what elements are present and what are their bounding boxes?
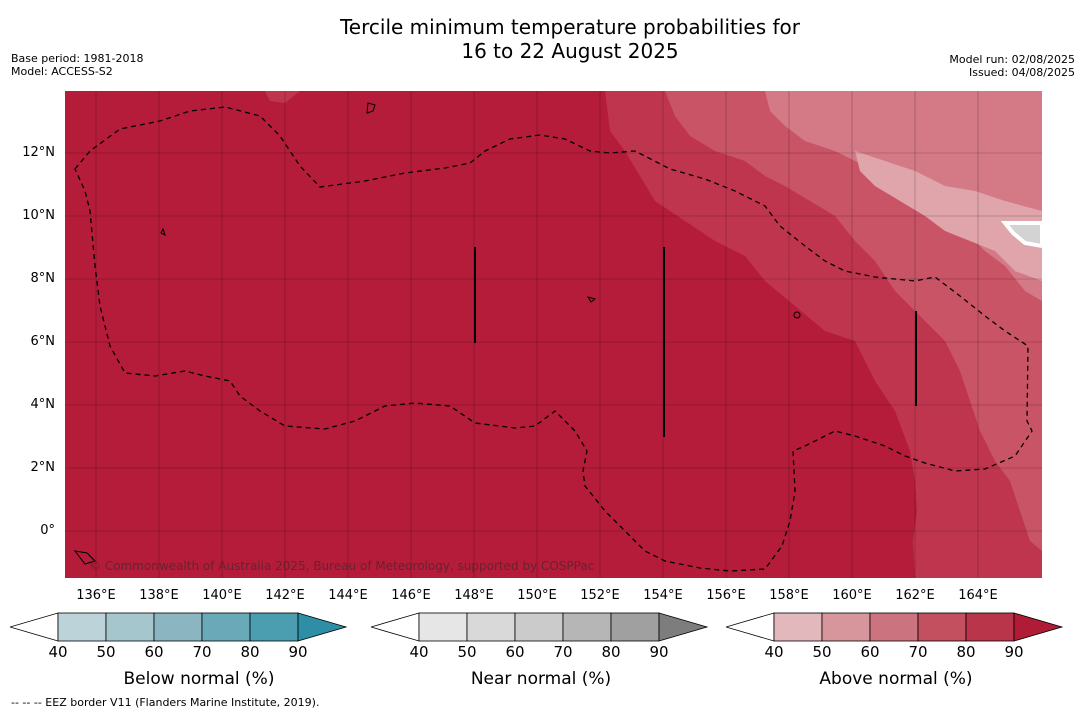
colorbar-tick-label: 60 — [505, 643, 525, 661]
issued-date: Issued: 04/08/2025 — [968, 66, 1075, 79]
colorbar-segment — [773, 612, 823, 642]
colorbar-above-normal — [726, 612, 1064, 642]
colorbar-tick-label: 50 — [812, 643, 832, 661]
eez-border — [74, 106, 1033, 572]
colorbar-segment — [610, 612, 660, 642]
lon-label-150e: 150°E — [517, 588, 557, 603]
lon-label-136e: 136°E — [76, 588, 116, 603]
colorbar-tick-label: 80 — [956, 643, 976, 661]
legend-title-below: Below normal (%) — [123, 669, 275, 689]
probability-map — [65, 91, 1042, 578]
colorbar-tick-label: 90 — [649, 643, 669, 661]
lon-label-140e: 140°E — [202, 588, 242, 603]
lon-label-148e: 148°E — [454, 588, 494, 603]
lon-label-138e: 138°E — [139, 588, 179, 603]
model-info: Base period: 1981-2018 Model: ACCESS-S2 — [11, 52, 143, 78]
region-above-60 — [765, 91, 1042, 301]
colorbar-tick-label: 50 — [457, 643, 477, 661]
colorbar-segment — [466, 612, 516, 642]
model-run: Model run: 02/08/2025 — [949, 53, 1075, 66]
colorbar-tick-label: 70 — [908, 643, 928, 661]
colorbar-high-extend — [658, 612, 709, 642]
graticule — [65, 91, 1042, 578]
colorbar-tick-label: 70 — [192, 643, 212, 661]
colorbar-tick-label: 90 — [1004, 643, 1024, 661]
colorbar-below-normal — [10, 612, 348, 642]
colorbar-tick-label: 60 — [144, 643, 164, 661]
colorbar-tick-label: 50 — [96, 643, 116, 661]
lon-label-152e: 152°E — [580, 588, 620, 603]
colorbar-tick-label: 90 — [288, 643, 308, 661]
lon-label-164e: 164°E — [958, 588, 998, 603]
colorbar-tick-label: 80 — [601, 643, 621, 661]
lon-label-160e: 160°E — [832, 588, 872, 603]
colorbar-low-extend — [371, 612, 420, 642]
lon-label-158e: 158°E — [769, 588, 809, 603]
islands — [73, 102, 917, 565]
colorbar-tick-label: 40 — [48, 643, 68, 661]
title-line-2: 16 to 22 August 2025 — [461, 39, 679, 63]
colorbar-low-extend — [10, 612, 59, 642]
lat-label-8n: 8°N — [30, 271, 56, 286]
region-near-normal — [1000, 221, 1042, 249]
colorbar-tick-label: 70 — [553, 643, 573, 661]
colorbar-segment — [249, 612, 299, 642]
colorbar-segment — [418, 612, 468, 642]
colorbar-segment — [869, 612, 919, 642]
colorbar-tick-label: 40 — [409, 643, 429, 661]
colorbar-near-normal — [371, 612, 709, 642]
colorbar-segment — [562, 612, 612, 642]
lon-label-144e: 144°E — [328, 588, 368, 603]
legend-title-near: Near normal (%) — [470, 669, 612, 689]
colorbar-segment — [514, 612, 564, 642]
lat-label-4n: 4°N — [30, 397, 56, 412]
run-info: Model run: 02/08/2025 Issued: 04/08/2025 — [949, 53, 1075, 79]
colorbar-segment — [821, 612, 871, 642]
colorbar-segment — [57, 612, 107, 642]
colorbar-segment — [917, 612, 967, 642]
lon-label-162e: 162°E — [895, 588, 935, 603]
lon-label-146e: 146°E — [391, 588, 431, 603]
colorbar-tick-label: 60 — [860, 643, 880, 661]
lon-label-142e: 142°E — [265, 588, 305, 603]
colorbar-tick-label: 40 — [764, 643, 784, 661]
lat-label-12n: 12°N — [22, 145, 55, 160]
legend-title-above: Above normal (%) — [819, 669, 973, 689]
lon-label-156e: 156°E — [706, 588, 746, 603]
colorbar-high-extend — [1013, 612, 1064, 642]
copyright-notice: © Commonwealth of Australia 2025, Bureau… — [89, 559, 595, 573]
colorbar-segment — [201, 612, 251, 642]
lat-label-10n: 10°N — [22, 208, 55, 223]
colorbar-segment — [105, 612, 155, 642]
title-line-1: Tercile minimum temperature probabilitie… — [339, 15, 801, 39]
colorbar-segment — [153, 612, 203, 642]
lat-label-6n: 6°N — [30, 334, 56, 349]
eez-footnote: -- -- -- EEZ border V11 (Flanders Marine… — [11, 696, 320, 709]
map-title: Tercile minimum temperature probabilitie… — [220, 15, 920, 63]
lon-label-154e: 154°E — [643, 588, 683, 603]
lat-label-0: 0° — [40, 523, 55, 538]
colorbar-tick-label: 80 — [240, 643, 260, 661]
region-above-50 — [855, 151, 1042, 281]
colorbar-segment — [965, 612, 1015, 642]
base-period: Base period: 1981-2018 — [11, 52, 144, 65]
colorbar-low-extend — [726, 612, 775, 642]
lat-label-2n: 2°N — [30, 460, 56, 475]
map-canvas — [65, 91, 1042, 578]
colorbar-high-extend — [297, 612, 348, 642]
model-name: Model: ACCESS-S2 — [11, 65, 113, 78]
